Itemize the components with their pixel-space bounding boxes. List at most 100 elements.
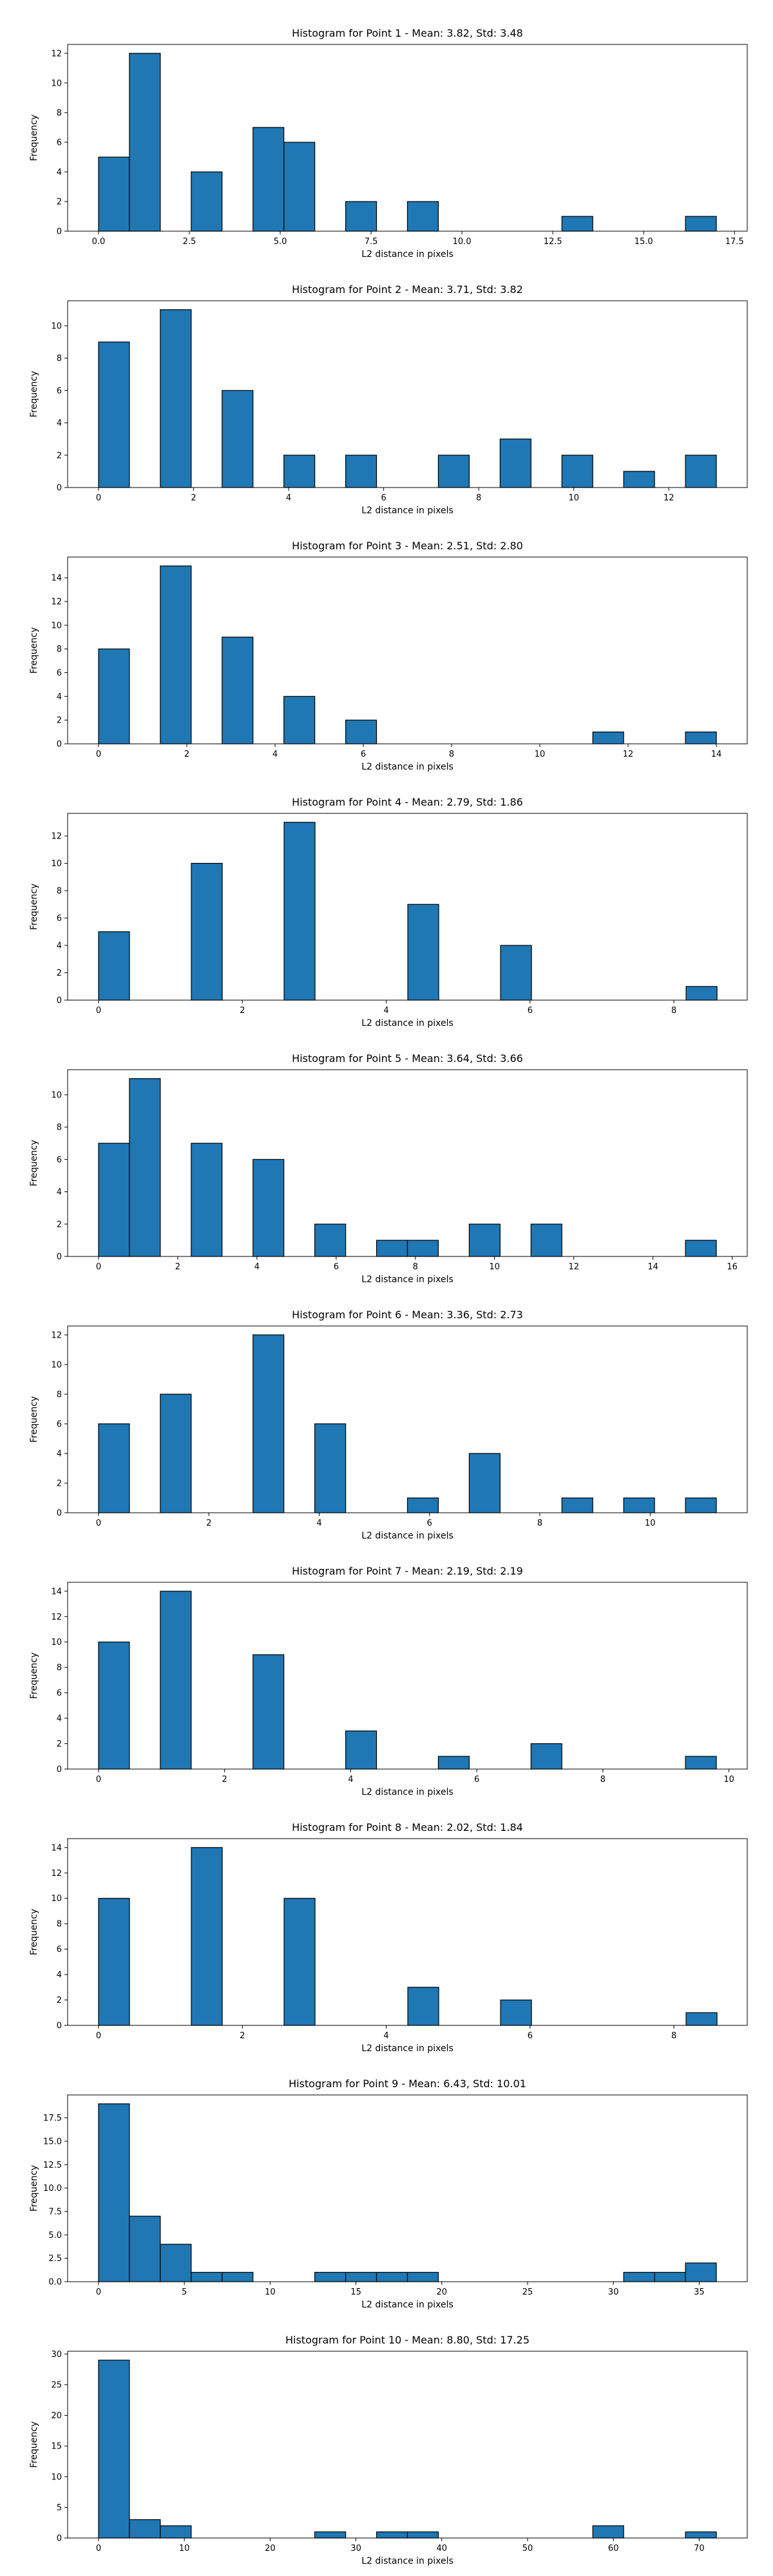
histogram-bar (314, 1423, 347, 1513)
histogram-bar (129, 2519, 161, 2539)
histogram-bar (283, 822, 316, 1001)
x-tick-label: 0 (96, 493, 101, 503)
histogram-bar (129, 2215, 161, 2282)
axes-frame (67, 556, 748, 744)
chart-title: Histogram for Point 4 - Mean: 2.79, Std:… (292, 796, 523, 808)
histogram-bar (253, 1159, 285, 1257)
histogram-bar (191, 862, 223, 1001)
y-tick-label: 8 (57, 354, 62, 364)
histogram-bar (345, 1730, 377, 1770)
chart-title: Histogram for Point 3 - Mean: 2.51, Std:… (292, 540, 523, 552)
x-tick-label: 60 (608, 2544, 619, 2553)
x-axis-label: L2 distance in pixels (361, 2556, 453, 2566)
histogram-bar (500, 1999, 532, 2026)
y-tick-label: 0 (57, 227, 62, 237)
histogram-bar (98, 931, 130, 1001)
x-tick-label: 0 (96, 1262, 101, 1272)
y-tick-label: 2 (57, 451, 62, 460)
x-tick-label: 35 (694, 2287, 705, 2297)
x-tick-label: 0 (96, 1775, 101, 1785)
y-tick-label: 6 (57, 386, 62, 396)
x-tick-label: 4 (254, 1262, 260, 1272)
y-tick-label: 10 (51, 1894, 62, 1904)
x-tick-label: 0.0 (92, 237, 106, 247)
histogram-bar (98, 1423, 130, 1513)
y-tick-label: 2 (57, 969, 62, 978)
histogram-bar (561, 1497, 593, 1513)
y-tick-label: 10 (51, 2472, 62, 2482)
histogram-bar (468, 1453, 501, 1513)
chart-9: Histogram for Point 9 - Mean: 6.43, Std:… (29, 2078, 748, 2310)
histogram-bar (406, 201, 439, 232)
histogram-bar (685, 1240, 717, 1257)
x-tick-label: 2 (175, 1262, 180, 1272)
histogram-bar (253, 127, 285, 232)
y-tick-label: 10 (51, 321, 62, 331)
axes-frame (67, 44, 748, 232)
x-tick-label: 10 (568, 493, 579, 503)
axes-frame (67, 1069, 748, 1257)
x-tick-label: 12 (568, 1262, 579, 1272)
histogram-bar (283, 1898, 316, 2026)
chart-title: Histogram for Point 6 - Mean: 3.36, Std:… (292, 1309, 523, 1321)
x-tick-label: 8 (449, 750, 454, 759)
y-tick-label: 6 (57, 1689, 62, 1698)
x-tick-label: 50 (522, 2544, 533, 2553)
x-tick-label: 8 (600, 1775, 606, 1785)
histogram-bar (685, 216, 717, 232)
x-tick-label: 12 (663, 493, 674, 503)
x-tick-label: 2 (206, 1519, 211, 1528)
x-tick-label: 15 (350, 2287, 361, 2297)
x-tick-label: 12 (623, 750, 634, 759)
x-tick-label: 6 (334, 1262, 339, 1272)
histogram-bar (160, 1394, 192, 1513)
x-tick-label: 4 (348, 1775, 353, 1785)
histogram-bar (160, 565, 192, 744)
histogram-bar (685, 2262, 717, 2282)
y-tick-label: 0 (57, 484, 62, 493)
chart-title: Histogram for Point 9 - Mean: 6.43, Std:… (289, 2078, 526, 2090)
y-tick-label: 8 (57, 1920, 62, 1929)
axes-frame (67, 300, 748, 488)
x-tick-label: 4 (383, 1006, 388, 1016)
histogram-bar (160, 2244, 192, 2282)
histogram-bar (685, 2012, 718, 2026)
y-tick-label: 10 (51, 1360, 62, 1370)
y-tick-label: 12 (51, 49, 62, 59)
histogram-bar (376, 2271, 408, 2282)
y-tick-label: 6 (57, 1419, 62, 1429)
y-tick-label: 25 (51, 2380, 62, 2390)
x-axis-label: L2 distance in pixels (361, 1018, 453, 1028)
x-axis-label: L2 distance in pixels (361, 2300, 453, 2310)
axes-frame (67, 1582, 748, 1770)
x-tick-label: 7.5 (365, 237, 378, 247)
y-tick-label: 4 (57, 1188, 62, 1197)
histogram-bar (98, 1642, 130, 1770)
y-axis-label: Frequency (29, 1909, 39, 1955)
x-tick-label: 4 (272, 750, 278, 759)
histogram-bar (160, 309, 192, 488)
histogram-bar (314, 2531, 347, 2539)
x-tick-label: 6 (474, 1775, 479, 1785)
histogram-bar (685, 1756, 717, 1770)
histogram-bar (191, 2271, 223, 2282)
histogram-bar (283, 142, 316, 232)
y-tick-label: 10 (51, 1638, 62, 1647)
y-tick-label: 12 (51, 598, 62, 607)
x-tick-label: 10 (535, 750, 546, 759)
y-tick-label: 14 (51, 1843, 62, 1853)
x-tick-label: 10 (645, 1519, 656, 1528)
y-tick-label: 2 (57, 1220, 62, 1229)
histogram-bar (406, 2271, 439, 2282)
x-tick-label: 70 (694, 2544, 705, 2553)
x-tick-label: 8 (537, 1519, 542, 1528)
y-tick-label: 12.5 (43, 2161, 62, 2170)
y-tick-label: 4 (57, 1971, 62, 1980)
y-tick-label: 4 (57, 942, 62, 951)
chart-7: Histogram for Point 7 - Mean: 2.19, Std:… (29, 1565, 748, 1797)
y-tick-label: 0 (57, 1765, 62, 1775)
y-axis-label: Frequency (29, 1653, 39, 1699)
x-axis-label: L2 distance in pixels (361, 506, 453, 516)
histogram-bar (222, 636, 254, 744)
histogram-bar (407, 904, 439, 1001)
